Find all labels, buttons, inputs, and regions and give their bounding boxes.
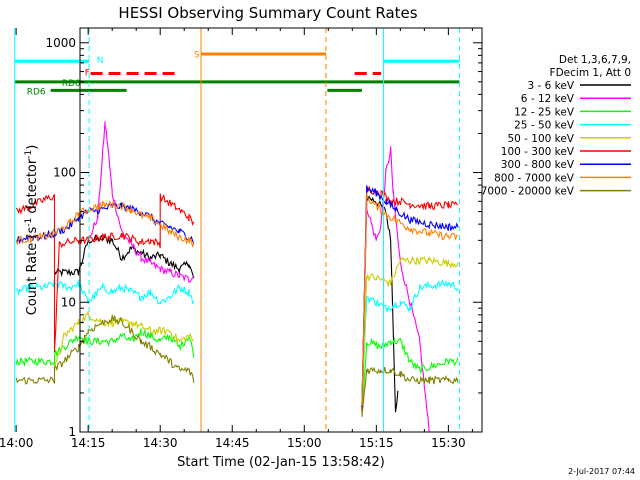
date-stamp: 2-Jul-2017 07:44 (568, 467, 635, 476)
y-tick-label-4: 1000 (45, 36, 76, 50)
series-line-7-seg-1 (16, 202, 195, 245)
series-line-4-seg-2 (361, 278, 459, 408)
series-line-6-seg-2 (361, 185, 459, 412)
series-line-3-seg-1 (15, 328, 195, 367)
legend-label-6: 100 - 300 keV (501, 146, 575, 158)
series-line-1-seg-1 (53, 233, 195, 279)
state-label-s: S (194, 51, 200, 61)
series-line-8-seg-1 (15, 200, 195, 248)
x-tick-label-7: 15:30 (431, 436, 466, 450)
series-line-2-seg-2 (361, 146, 430, 433)
series-line-1-seg-2 (361, 195, 399, 413)
series-line-4-seg-1 (16, 279, 195, 305)
series-line-7-seg-2 (361, 185, 459, 408)
state-label-rd0: RD0 (62, 79, 81, 89)
series-line-3-seg-2 (361, 336, 459, 415)
x-tick-label-6: 15:15 (359, 436, 394, 450)
x-tick-label-1: 14:00 (0, 436, 33, 450)
x-tick-label-5: 15:00 (287, 436, 322, 450)
legend-header-2: FDecim 1, Att 0 (550, 67, 631, 79)
x-tick-label-4: 14:45 (215, 436, 250, 450)
state-bars-layer (14, 52, 460, 92)
legend-label-4: 25 - 50 keV (514, 120, 575, 132)
series-line-6-seg-1 (15, 193, 195, 353)
legend-label-2: 6 - 12 keV (521, 93, 575, 105)
vlines-layer (14, 28, 460, 432)
legend-label-1: 3 - 6 keV (527, 80, 574, 92)
series-layer (15, 121, 459, 433)
chart-title: HESSI Observing Summary Count Rates (118, 4, 417, 22)
series-line-9-seg-1 (15, 314, 195, 385)
y-tick-label-3: 100 (53, 166, 76, 180)
y-axis: 1 10 100 1000 (45, 36, 482, 439)
legend-label-7: 300 - 800 keV (501, 159, 575, 171)
legend: Det 1,3,6,7,9,FDecim 1, Att 03 - 6 keV6 … (481, 54, 631, 198)
state-label-rd6: RD6 (27, 87, 46, 97)
x-axis: 14:00 14:15 14:30 14:45 15:00 15:15 15:30 (0, 28, 473, 450)
series-line-2-seg-1 (87, 121, 195, 283)
legend-label-8: 800 - 7000 keV (494, 172, 575, 184)
x-tick-label-3: 14:30 (143, 436, 178, 450)
series-line-8-seg-2 (361, 193, 459, 406)
x-tick-label-2: 14:15 (71, 436, 106, 450)
state-label-n: N (97, 56, 104, 66)
legend-label-9: 7000 - 20000 keV (481, 186, 575, 198)
y-tick-label-2: 10 (61, 295, 76, 309)
series-line-5-seg-2 (361, 255, 459, 413)
plot-frame (79, 27, 483, 433)
y-axis-label: Count Rate (s-1 detector-1) (24, 145, 40, 316)
annotations-layer: NF RD0 RD6 S (27, 51, 200, 98)
legend-label-5: 50 - 100 keV (507, 133, 574, 145)
x-axis-label: Start Time (02-Jan-15 13:58:42) (177, 455, 385, 470)
legend-label-3: 12 - 25 keV (514, 106, 575, 118)
legend-header-1: Det 1,3,6,7,9, (559, 54, 631, 66)
series-line-5-seg-1 (53, 311, 195, 372)
series-line-9-seg-2 (361, 366, 459, 417)
state-label-f: F (85, 68, 90, 78)
y-tick-label-1: 1 (68, 425, 76, 439)
